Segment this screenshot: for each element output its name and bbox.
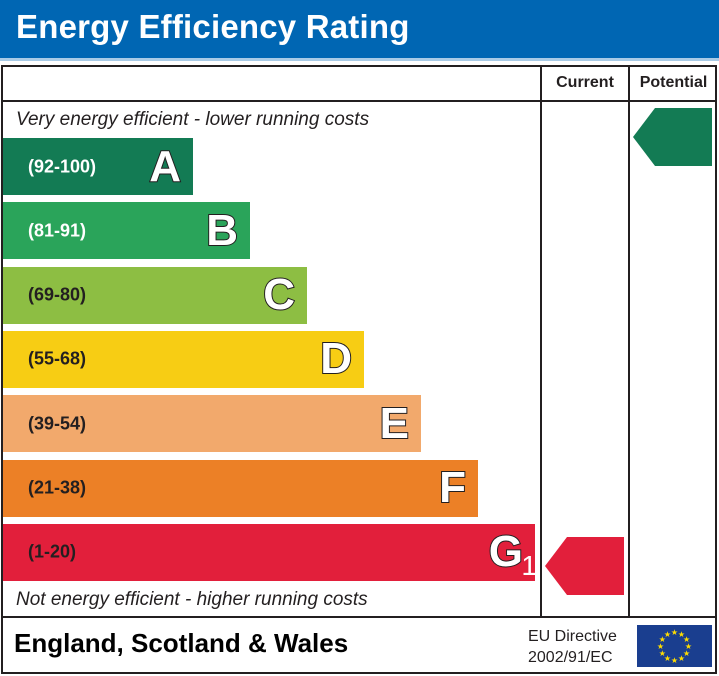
eu-star: ★ <box>657 642 664 651</box>
header-banner: Energy Efficiency Rating <box>0 0 719 61</box>
eu-star: ★ <box>683 635 690 644</box>
rating-range: (92-100) <box>28 156 97 176</box>
bottom-note: Not energy efficient - higher running co… <box>16 589 368 610</box>
rating-letter: G <box>488 526 524 577</box>
eu-star: ★ <box>664 654 671 663</box>
potential-arrow-shape <box>633 108 712 166</box>
rating-range: (81-91) <box>28 220 87 241</box>
eu-star: ★ <box>659 649 666 658</box>
eu-star: ★ <box>678 630 685 639</box>
header-divider <box>1 100 717 102</box>
eu-star: ★ <box>678 654 685 663</box>
eu-directive-line2: 2002/91/EC <box>528 649 613 666</box>
rating-bar-e: (39-54) E <box>3 395 421 453</box>
rating-bar-c: (69-80) C <box>3 266 307 324</box>
top-note: Very energy efficient - lower running co… <box>16 109 370 130</box>
eu-star: ★ <box>671 656 678 665</box>
rating-range: (1-20) <box>28 541 77 562</box>
eu-stars: ★ ★★★★★★★★★★★ <box>657 628 692 665</box>
potential-column-header: Potential <box>639 74 708 91</box>
page-title: Energy Efficiency Rating <box>16 8 410 45</box>
current-column-header: Current <box>556 74 614 91</box>
rating-range: (21-38) <box>28 477 87 498</box>
current-column-divider <box>540 65 542 618</box>
eu-star: ★ <box>659 635 666 644</box>
footer-divider <box>1 616 717 618</box>
eu-star: ★ <box>685 642 692 651</box>
rating-frame <box>1 65 717 674</box>
rating-letter: C <box>262 269 296 320</box>
eu-directive-line1: EU Directive <box>528 628 617 645</box>
rating-letter: E <box>379 398 410 449</box>
rating-bar-a: (92-100) A <box>3 138 193 195</box>
rating-range: (69-80) <box>28 284 87 305</box>
potential-rating-value: 100 <box>578 121 625 152</box>
rating-bar-b: (81-91) B <box>3 202 250 260</box>
eu-flag-icon: ★ ★ ★ ★ ★ ★ ★ ★ ★ ★ ★ ★ <box>637 625 712 667</box>
eu-star: ★ <box>683 649 690 658</box>
rating-letter: D <box>319 333 353 384</box>
eu-star: ★ <box>671 628 678 637</box>
eu-directive-text: EU Directive 2002/91/EC <box>528 626 617 668</box>
rating-range: (39-54) <box>28 413 87 434</box>
rating-range: (55-68) <box>28 348 87 369</box>
rating-letter: A <box>148 141 182 192</box>
rating-bar-f: (21-38) F <box>3 459 478 517</box>
rating-letter: F <box>438 462 467 513</box>
current-arrow-shape <box>545 536 624 595</box>
eu-star: ★ <box>664 630 671 639</box>
current-rating-value: 1 <box>521 549 537 581</box>
rating-bar-g: (1-20) G <box>3 523 535 581</box>
rating-letter: B <box>205 205 239 256</box>
potential-column-divider <box>628 65 630 618</box>
rating-bar-d: (55-68) D <box>3 330 364 388</box>
region-label: England, Scotland & Wales <box>14 628 349 658</box>
